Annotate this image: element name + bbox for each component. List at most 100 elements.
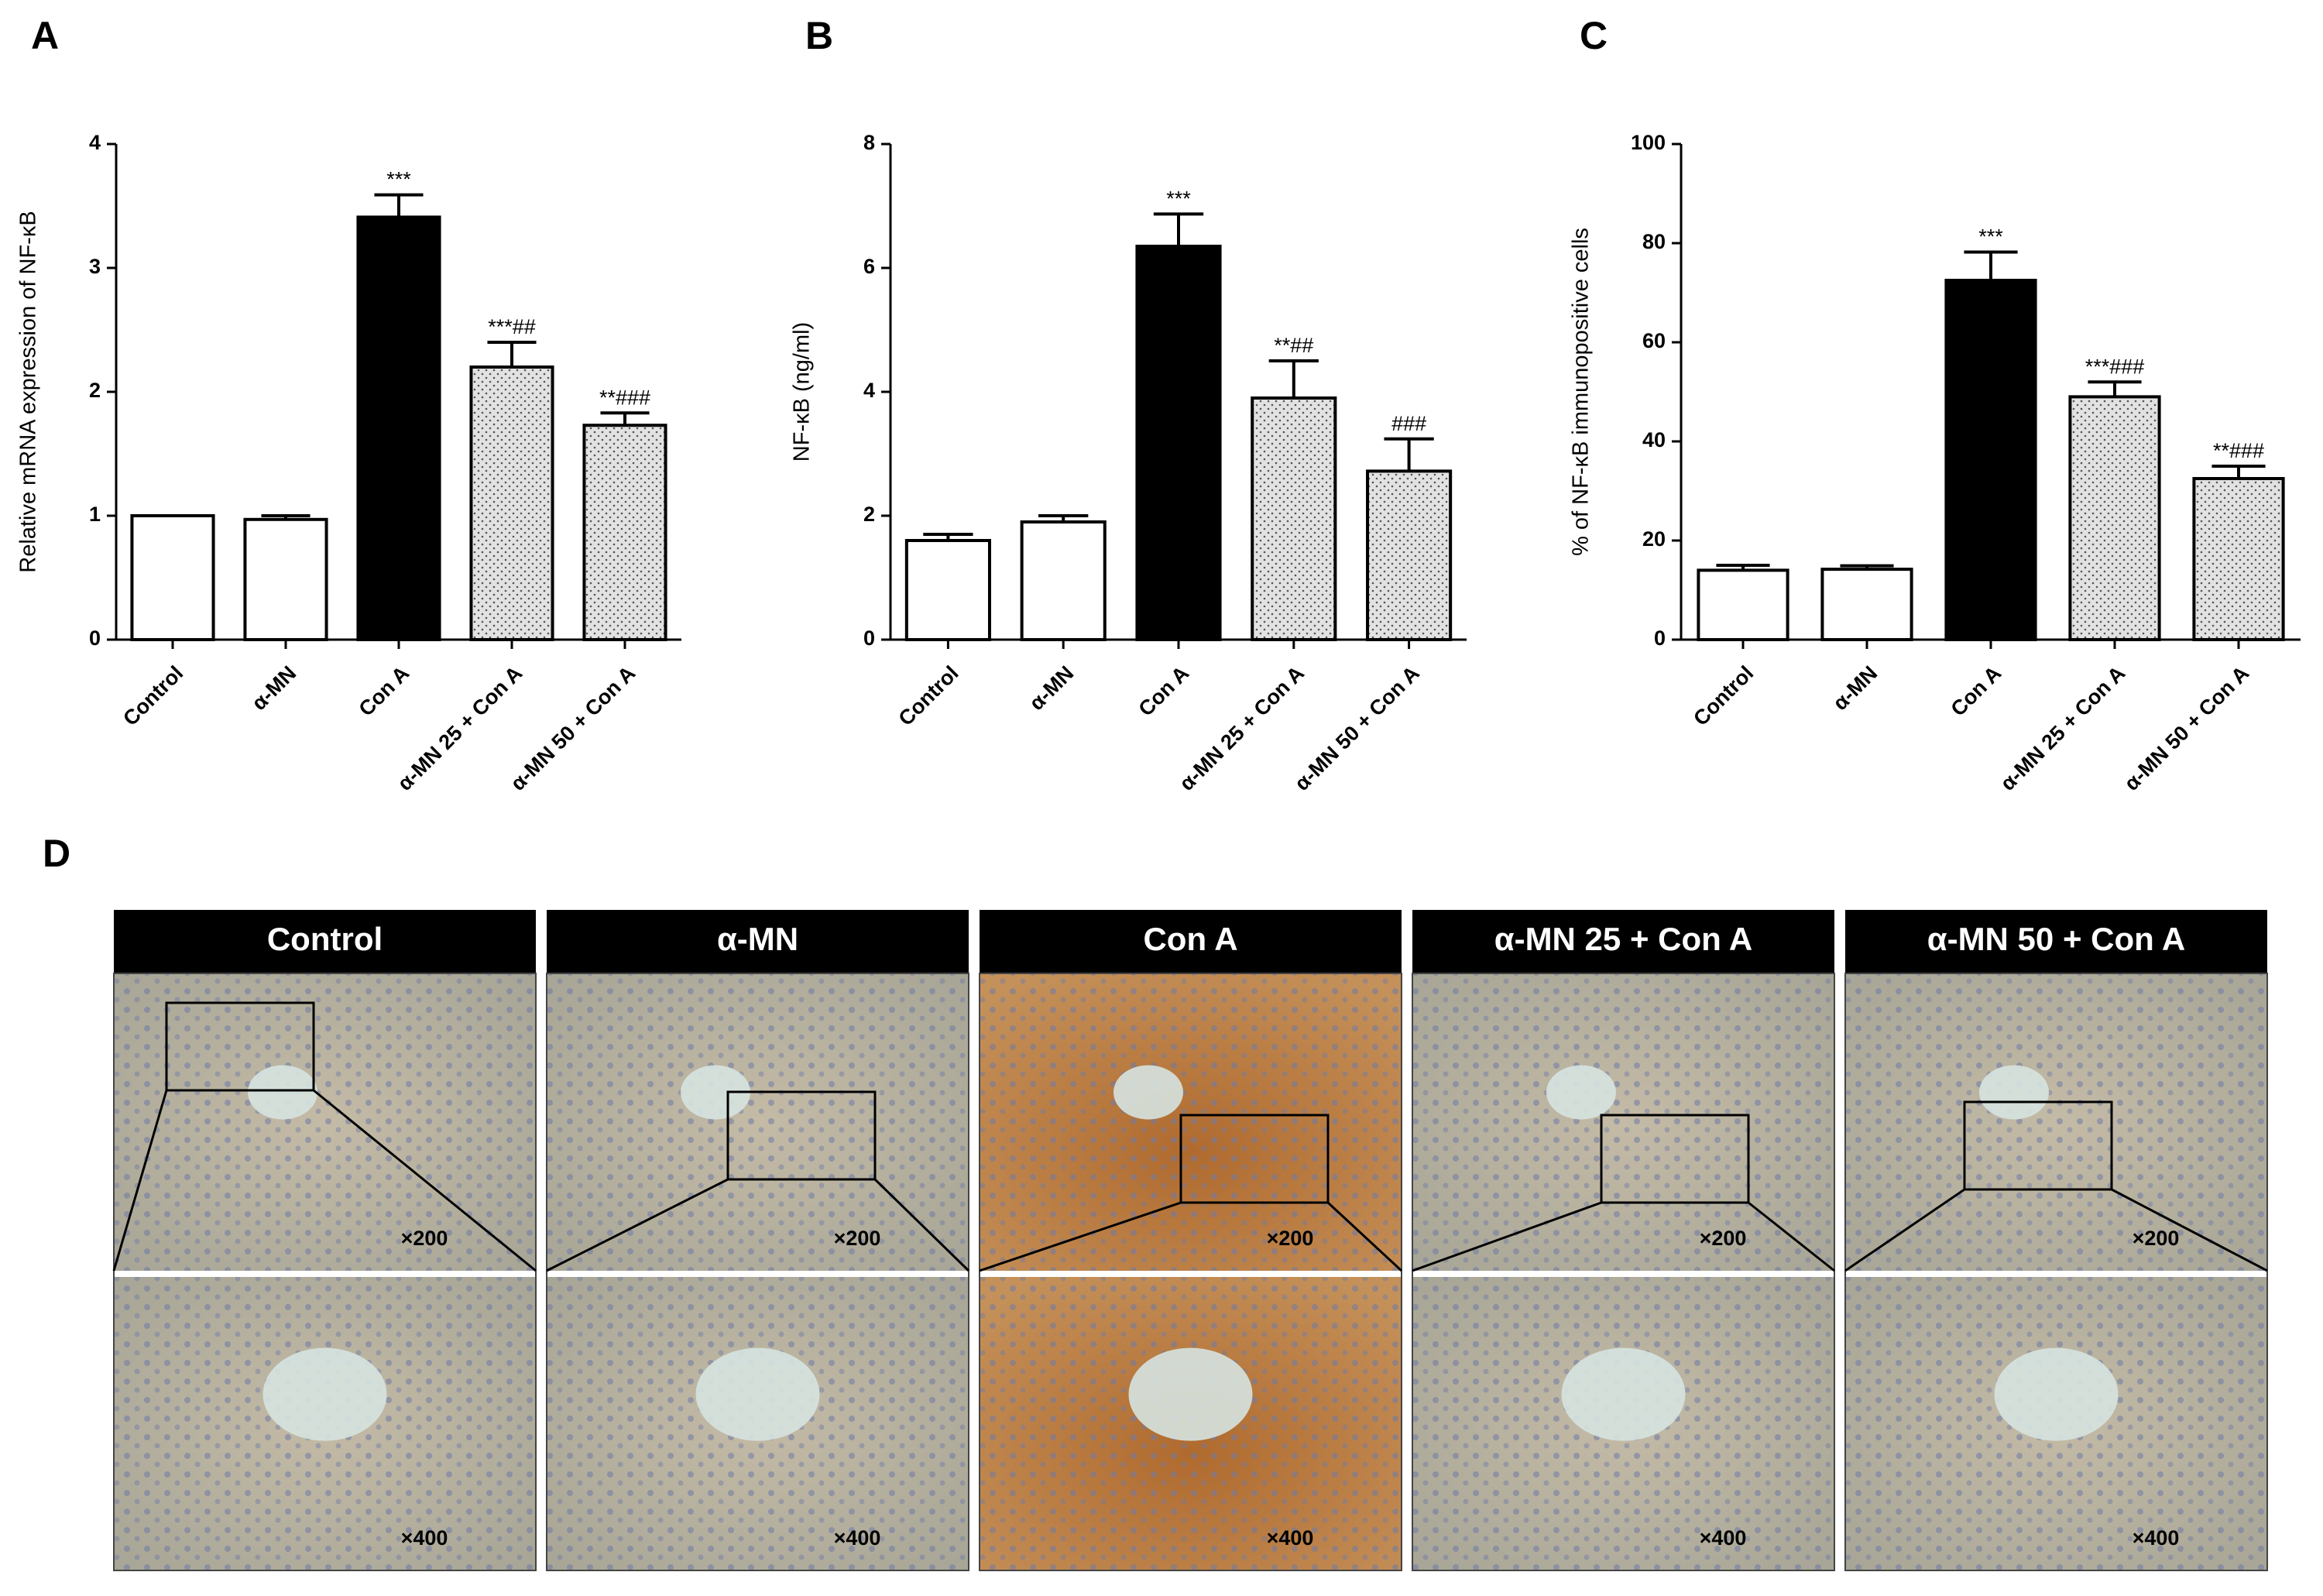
y-tick-label: 100 <box>1631 131 1666 154</box>
vessel <box>1994 1347 2119 1441</box>
column-frame <box>979 973 1402 1571</box>
x-tick-label: α-MN 50 + Con A <box>506 661 640 795</box>
significance-label: **## <box>1274 334 1313 357</box>
magnification-label: ×200 <box>1700 1227 1747 1250</box>
x-tick-label: α-MN 50 + Con A <box>2119 661 2253 795</box>
micrograph-cells <box>1845 973 2267 1271</box>
bar <box>1944 279 2037 641</box>
y-tick-label: 0 <box>1654 626 1666 650</box>
bar <box>243 517 328 641</box>
bar <box>356 215 441 641</box>
y-tick-label: 1 <box>89 503 101 526</box>
x-tick-label: Con A <box>1947 661 2006 721</box>
y-tick-label: 2 <box>89 379 101 402</box>
x-tick-label: α-MN 25 + Con A <box>393 661 527 795</box>
bar <box>1697 568 1789 642</box>
micrograph-cells <box>114 973 536 1271</box>
zoom-box <box>726 1090 877 1181</box>
vessel <box>1546 1065 1616 1120</box>
zoom-line <box>1326 1201 1403 1272</box>
micrograph-cells <box>1412 973 1834 1271</box>
magnification-label: ×200 <box>834 1227 881 1250</box>
bar <box>1020 520 1107 641</box>
bar <box>904 539 991 641</box>
bar <box>1135 245 1222 641</box>
zoom-box <box>165 1001 315 1092</box>
y-tick-label: 80 <box>1642 230 1666 253</box>
significance-label: ***### <box>2085 355 2145 378</box>
bar <box>1366 469 1453 642</box>
zoom-box <box>1963 1100 2113 1191</box>
bar <box>469 366 554 641</box>
column-frame <box>113 973 537 1571</box>
x-tick-label: Control <box>118 661 187 730</box>
panel-header: α-MN 25 + Con A <box>1494 921 1752 957</box>
y-tick-label: 60 <box>1642 329 1666 352</box>
x-tick-label: Control <box>894 661 963 730</box>
y-tick-label: 0 <box>863 626 875 650</box>
header-bar <box>980 910 1402 973</box>
zoom-line <box>2111 1188 2268 1272</box>
y-tick-label: 0 <box>89 626 101 650</box>
bar <box>1820 568 1913 641</box>
x-tick-label: Control <box>1689 661 1758 730</box>
bar <box>582 424 667 641</box>
header-bar <box>547 910 969 973</box>
significance-label: ***## <box>488 315 536 338</box>
panel-header: Con A <box>1143 921 1237 957</box>
zoom-line <box>1844 1188 1965 1272</box>
bar <box>2068 395 2161 642</box>
magnification-label: ×200 <box>1267 1227 1314 1250</box>
header-bar <box>114 910 536 973</box>
significance-label: *** <box>1166 187 1191 211</box>
magnification-label: ×400 <box>1267 1526 1314 1550</box>
y-tick-label: 4 <box>863 379 875 402</box>
significance-label: *** <box>386 168 411 191</box>
panel-header: α-MN 50 + Con A <box>1927 921 2185 957</box>
y-tick-label: 2 <box>863 503 875 526</box>
magnification-label: ×400 <box>1700 1526 1747 1550</box>
panel-label: B <box>805 14 833 57</box>
significance-label: *** <box>1978 225 2003 249</box>
x-tick-label: α-MN 25 + Con A <box>1175 661 1309 795</box>
zoom-line <box>979 1201 1182 1272</box>
significance-label: **### <box>599 386 650 409</box>
x-tick-label: α-MN <box>247 661 300 715</box>
y-axis-label: NF-κB (ng/ml) <box>790 322 815 462</box>
panel-label: A <box>31 14 59 57</box>
y-axis-label: Relative mRNA expression of NF-κB <box>16 211 41 572</box>
y-tick-label: 4 <box>89 131 101 154</box>
zoom-line <box>546 1178 729 1272</box>
x-tick-label: Con A <box>1134 661 1194 721</box>
magnification-label: ×400 <box>2133 1526 2180 1550</box>
zoom-box <box>1179 1114 1330 1204</box>
magnification-label: ×400 <box>401 1526 448 1550</box>
zoom-line <box>313 1089 537 1272</box>
y-tick-label: 6 <box>863 255 875 278</box>
panel-label: D <box>43 832 70 875</box>
column-frame <box>1412 973 1835 1571</box>
magnification-label: ×400 <box>834 1526 881 1550</box>
bar <box>130 514 215 641</box>
x-tick-label: α-MN 25 + Con A <box>1995 661 2129 795</box>
vessel <box>1113 1065 1183 1120</box>
zoom-line <box>873 1178 970 1272</box>
panel-label: C <box>1580 14 1608 57</box>
vessel <box>1979 1065 2049 1120</box>
vessel <box>695 1347 820 1441</box>
y-tick-label: 40 <box>1642 428 1666 451</box>
vessel <box>681 1065 750 1120</box>
column-frame <box>546 973 969 1571</box>
vessel <box>262 1347 387 1441</box>
vessel <box>248 1065 317 1120</box>
significance-label: ### <box>1391 412 1426 435</box>
y-tick-label: 3 <box>89 255 101 278</box>
column-frame <box>1844 973 2268 1571</box>
y-tick-label: 20 <box>1642 527 1666 551</box>
magnification-label: ×200 <box>2133 1227 2180 1250</box>
x-tick-label: α-MN 50 + Con A <box>1290 661 1424 795</box>
zoom-line <box>1748 1201 1835 1272</box>
y-axis-label: % of NF-κB immunopositive cells <box>1569 228 1594 556</box>
